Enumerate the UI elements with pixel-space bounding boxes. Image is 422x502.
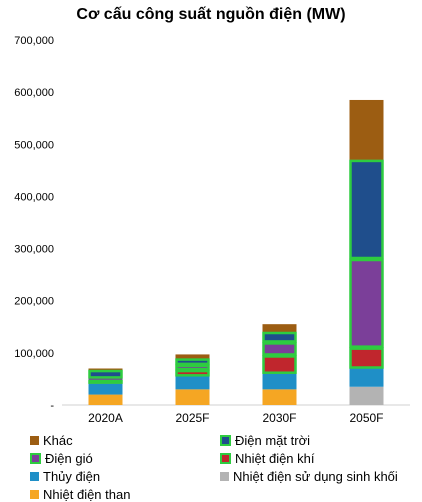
bar-segment	[349, 368, 384, 387]
legend-label: Nhiệt điện khí	[235, 451, 315, 466]
bar-segment	[88, 383, 123, 395]
legend-label: Điện mặt trời	[235, 433, 310, 448]
bar-segment-highlight	[262, 331, 297, 343]
bar-segment	[262, 389, 297, 405]
chart-title: Cơ cấu công suất nguồn điện (MW)	[76, 6, 346, 23]
y-tick-label: 200,000	[14, 296, 54, 308]
bar-segment	[262, 324, 297, 332]
bar-segment-highlight	[349, 347, 384, 369]
bar-segment	[88, 370, 123, 379]
bar-segment-highlight	[175, 364, 210, 371]
legend-swatch	[30, 472, 39, 481]
legend-item: Nhiệt điện khí	[220, 451, 315, 466]
legend-label: Thủy điện	[43, 469, 101, 484]
legend-item: Điện gió	[30, 451, 93, 466]
bar-segment-highlight	[262, 355, 297, 374]
legend-swatch	[30, 453, 41, 464]
bar-segment	[175, 364, 210, 371]
y-tick-label: 400,000	[14, 191, 54, 203]
legend-label: Nhiệt điện sử dụng sinh khối	[233, 469, 398, 484]
chart-plot: - 100,000 200,000 300,000 400,000 500,000 600,…	[14, 35, 410, 425]
bar-segment	[262, 332, 297, 343]
x-tick-label: 2050F	[349, 411, 383, 425]
bar-segment-highlight	[88, 379, 123, 384]
legend-item: Điện mặt trời	[220, 433, 310, 448]
bar-segment-highlight	[349, 159, 384, 260]
bar-segment	[175, 358, 210, 365]
bar-segment	[349, 386, 384, 405]
y-tick-label: 100,000	[14, 348, 54, 360]
y-tick-label: -	[50, 400, 54, 412]
x-tick-label: 2030F	[262, 411, 296, 425]
bar-segment	[349, 259, 384, 348]
bar-segment-highlight	[349, 258, 384, 348]
y-tick-label: 300,000	[14, 244, 54, 256]
x-tick-label: 2025F	[175, 411, 209, 425]
bar-segment	[262, 373, 297, 390]
legend-label: Điện gió	[45, 451, 93, 466]
legend-swatch	[220, 435, 231, 446]
legend-item: Nhiệt điện sử dụng sinh khối	[220, 469, 398, 484]
bar-segment	[175, 370, 210, 377]
bar-segment-highlight	[175, 369, 210, 377]
y-tick-label: 700,000	[14, 35, 54, 47]
bar-segment	[175, 389, 210, 405]
legend-label: Nhiệt điện than	[43, 487, 131, 502]
x-tick-label: 2020A	[88, 411, 123, 425]
legend-swatch	[220, 453, 231, 464]
bar-segment	[88, 378, 123, 380]
legend-item: Khác	[30, 433, 73, 448]
legend-item: Nhiệt điện than	[30, 487, 130, 502]
bar-segment	[349, 99, 384, 160]
bar-segment	[262, 342, 297, 356]
bar-segment	[349, 347, 384, 369]
bar-segment	[349, 159, 384, 259]
bar-segment	[175, 376, 210, 390]
legend-swatch	[30, 436, 39, 445]
bar-segment-highlight	[262, 342, 297, 356]
legend-label: Khác	[43, 433, 73, 448]
bar-segment	[262, 355, 297, 374]
bar-segment	[88, 368, 123, 371]
y-tick-label: 500,000	[14, 139, 54, 151]
legend-swatch	[30, 490, 39, 499]
bar-segment-highlight	[175, 358, 210, 366]
y-tick-label: 600,000	[14, 87, 54, 99]
legend-swatch	[220, 472, 229, 481]
bar-segment-highlight	[88, 369, 123, 379]
bar-segment	[88, 394, 123, 405]
legend-item: Thủy điện	[30, 469, 100, 484]
bar-segment	[175, 354, 210, 359]
